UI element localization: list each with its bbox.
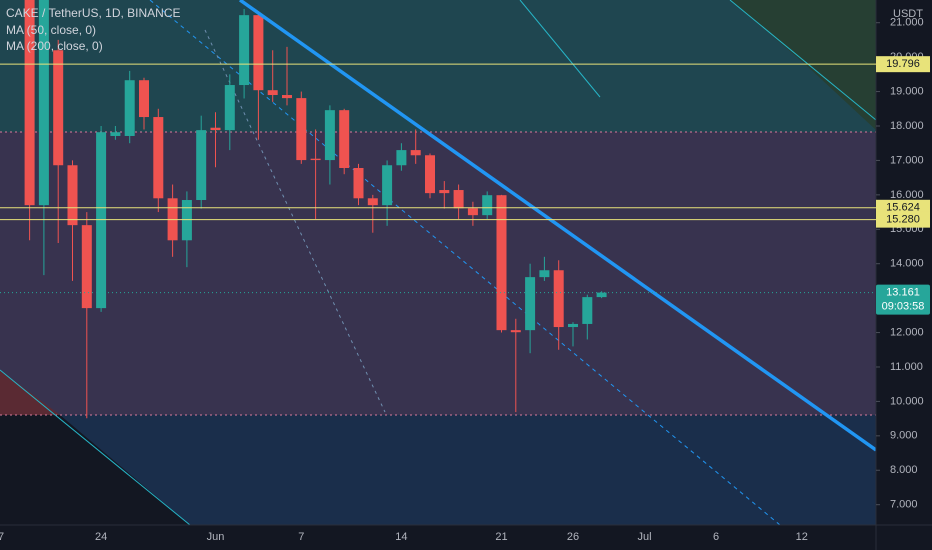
fib-line <box>519 0 601 98</box>
x-tick-label: 12 <box>796 531 808 543</box>
time-axis <box>0 525 876 550</box>
candle-body <box>367 198 378 206</box>
x-tick-label: Jul <box>637 531 651 543</box>
candle-body <box>67 165 78 226</box>
y-tick-label: 19.000 <box>890 85 924 97</box>
candle-body <box>568 323 578 328</box>
candle-body <box>596 292 607 298</box>
price-label-box <box>876 211 930 228</box>
last-price-label: 13.161 <box>886 286 920 298</box>
zone-dark <box>0 415 190 525</box>
y-tick-label: 8.000 <box>890 464 918 476</box>
candle-body <box>496 195 507 331</box>
zone-corner <box>730 0 876 130</box>
candle-body <box>553 270 564 328</box>
candle-body <box>539 270 550 278</box>
y-tick-label: 14.000 <box>890 258 924 270</box>
candles <box>24 0 607 419</box>
candle-body <box>282 95 292 99</box>
y-tick-label: 11.000 <box>890 361 923 373</box>
channel-line <box>204 29 386 413</box>
candle-body <box>53 50 64 166</box>
candle-body <box>439 190 450 194</box>
candle-body <box>339 110 350 168</box>
candle-body <box>96 132 107 309</box>
y-tick-label: 16.000 <box>890 189 924 201</box>
zone-middle <box>0 132 876 415</box>
candle-body <box>425 155 435 194</box>
y-tick-label: 18.000 <box>890 120 924 132</box>
last-price-box <box>876 284 930 315</box>
candle-body <box>396 150 407 166</box>
candle-body <box>324 110 335 161</box>
candle-body <box>24 0 35 206</box>
trend-line <box>238 0 878 452</box>
candle-body <box>353 168 364 199</box>
candle-body <box>310 158 321 161</box>
y-tick-label: 7.000 <box>890 499 918 511</box>
candle-body <box>196 130 207 201</box>
x-tick-label: 14 <box>395 531 407 543</box>
price-label: 15.624 <box>886 202 920 214</box>
x-tick-label: 21 <box>495 531 507 543</box>
candle-body <box>38 0 49 206</box>
candle-body <box>582 297 593 324</box>
countdown: 09:03:58 <box>882 300 925 312</box>
y-tick-label: 12.000 <box>890 326 924 338</box>
candle-body <box>110 132 121 136</box>
candle-body <box>239 15 250 86</box>
candle-body <box>210 127 221 131</box>
candle-body <box>124 80 135 136</box>
candle-body <box>525 277 536 331</box>
candle-body <box>139 80 149 118</box>
candle-body <box>253 15 264 91</box>
zone-red <box>0 370 60 415</box>
candle-body <box>410 150 421 156</box>
fib-line <box>0 369 191 526</box>
x-tick-label: Jun <box>207 531 225 543</box>
x-tick-label: 7 <box>298 531 304 543</box>
x-tick-label: 26 <box>567 531 579 543</box>
y-unit: USDT <box>893 8 923 20</box>
price-label: 19.796 <box>886 58 920 70</box>
fib-line <box>729 0 877 121</box>
price-label: 15.280 <box>886 214 920 226</box>
y-tick-label: 17.000 <box>890 154 924 166</box>
price-axis <box>876 0 932 550</box>
x-tick-label: 7 <box>0 531 4 543</box>
y-tick-label: 9.000 <box>890 430 918 442</box>
x-tick-label: 24 <box>95 531 107 543</box>
candle-body <box>296 98 307 161</box>
candle-body <box>81 225 92 309</box>
candle-body <box>453 190 464 209</box>
y-tick-label: 10.000 <box>890 395 924 407</box>
chart-title: CAKE / TetherUS, 1D, BINANCE <box>6 6 181 20</box>
x-tick-label: 6 <box>713 531 719 543</box>
candle-body <box>482 195 493 216</box>
price-label-box <box>876 56 930 73</box>
candle-body <box>382 165 393 206</box>
candle-body <box>467 208 478 216</box>
indicator-label: MA (50, close, 0) <box>6 23 96 37</box>
y-tick-label: 21.000 <box>890 17 924 29</box>
candle-body <box>510 330 521 333</box>
candle-body <box>224 85 235 131</box>
candle-body <box>153 117 164 199</box>
candle-body <box>181 200 192 241</box>
candle-body <box>267 90 278 96</box>
indicator-label: MA (200, close, 0) <box>6 39 103 53</box>
